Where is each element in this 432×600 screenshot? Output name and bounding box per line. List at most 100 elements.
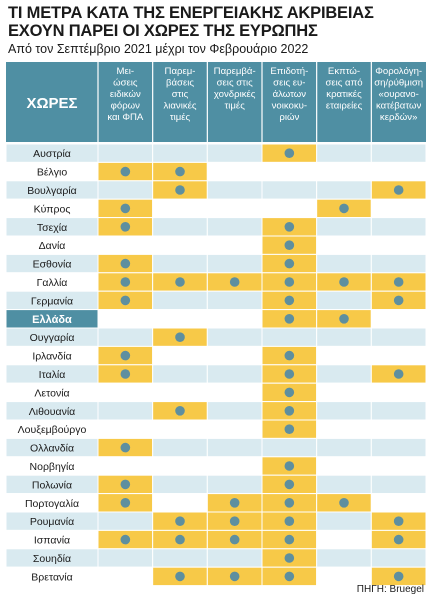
column-header-line: Εκπτώ-: [328, 66, 360, 77]
measure-cell: [97, 548, 154, 568]
measure-dot: [284, 461, 295, 471]
measure-dot: [120, 166, 131, 177]
column-header-line: βάσεις: [166, 78, 194, 89]
measure-dot: [284, 277, 295, 287]
measure-cell: [152, 419, 208, 439]
table-row: Δανία: [5, 235, 427, 255]
measure-cell: [206, 217, 263, 237]
measure-dot: [175, 516, 185, 526]
title-line-2: ΕΧΟΥΝ ΠΑΡΕΙ ΟΙ ΧΩΡΕΣ ΤΗΣ ΕΥΡΩΠΗΣ: [8, 22, 318, 40]
header-background: [6, 62, 426, 142]
measure-cell: [316, 566, 372, 587]
measure-cell: [370, 235, 427, 255]
country-label: Βουλγαρία: [27, 185, 77, 197]
table-row: Ιταλία: [5, 364, 427, 384]
column-header-line: Παρεμβά-: [214, 66, 256, 77]
measure-cell: [370, 548, 427, 568]
country-label: Τσεχία: [37, 222, 67, 234]
measure-dot: [284, 258, 295, 269]
measure-cell: [206, 161, 263, 182]
country-label: Ιταλία: [39, 369, 66, 381]
measure-cell: [97, 401, 154, 421]
column-header-line: ση/ρύθμιση: [374, 78, 423, 89]
country-label: Λουξεμβούργο: [18, 424, 87, 436]
measure-cell: [370, 198, 427, 219]
measure-dot: [393, 295, 404, 306]
measure-cell: [370, 345, 427, 366]
measure-dot: [393, 534, 404, 545]
country-label: Πορτογαλία: [25, 498, 79, 510]
measure-cell: [152, 217, 208, 237]
measure-cell: [97, 566, 154, 587]
country-label: Βέλγιο: [37, 167, 68, 179]
column-header-line: σεις από: [325, 78, 362, 89]
measure-dot: [175, 166, 185, 177]
measure-cell: [97, 327, 154, 347]
measure-dot: [393, 369, 404, 379]
measure-cell: [316, 529, 372, 550]
column-header-line: ριών: [279, 112, 299, 123]
measure-cell: [370, 217, 427, 237]
measure-dot: [284, 148, 295, 158]
measure-cell: [97, 235, 154, 255]
column-header-line: Φορολόγη-: [375, 66, 422, 77]
table-row: Πορτογαλία: [5, 493, 427, 513]
measure-cell: [370, 309, 427, 329]
column-header-line: Μει-: [117, 66, 135, 77]
column-header-line: ώσεις: [113, 78, 138, 89]
measure-dot: [339, 314, 349, 324]
measure-dot: [284, 516, 295, 526]
column-header-line: Επιδοτή-: [270, 66, 308, 77]
measure-cell: [206, 364, 263, 384]
chart-title: ΤΙ ΜΕΤΡΑ ΚΑΤΑ ΤΗΣ ΕΝΕΡΓΕΙΑΚΗΣ ΑΚΡΙΒΕΙΑΣ …: [8, 4, 428, 40]
table-row: Νορβηγία: [5, 456, 427, 476]
column-header-line: και ΦΠΑ: [107, 112, 144, 123]
column-header-line: στις: [172, 89, 189, 100]
measure-dot: [175, 185, 185, 195]
country-label: Λετονία: [34, 387, 69, 399]
column-header-line: τιμές: [224, 101, 245, 112]
table-row: Πολωνία: [5, 474, 427, 495]
measure-cell: [370, 493, 427, 513]
measure-cell: [370, 161, 427, 182]
measure-cell: [97, 180, 154, 200]
measure-dot: [120, 442, 131, 453]
table-row: Γερμανία: [5, 290, 427, 311]
measure-cell: [316, 161, 372, 182]
measure-cell: [206, 474, 263, 495]
measure-dot: [284, 553, 295, 563]
measure-cell: [206, 382, 263, 403]
measure-dot: [284, 406, 295, 416]
measure-cell: [370, 382, 427, 403]
measure-cell: [370, 253, 427, 274]
measure-cell: [316, 345, 372, 366]
table-row: Ουγγαρία: [5, 327, 427, 347]
measure-cell: [316, 548, 372, 568]
measure-cell: [152, 309, 208, 329]
measure-dot: [339, 277, 349, 287]
country-label: Βρετανία: [31, 571, 72, 583]
measure-cell: [206, 327, 263, 347]
measure-cell: [316, 382, 372, 403]
measure-cell: [152, 143, 208, 163]
measure-cell: [152, 548, 208, 568]
measure-cell: [152, 382, 208, 403]
measure-cell: [370, 419, 427, 439]
column-header-line: φόρων: [111, 101, 141, 112]
measure-cell: [316, 143, 372, 163]
measure-cell: [316, 235, 372, 255]
table-row: Ιρλανδία: [5, 345, 427, 366]
measure-dot: [284, 350, 295, 361]
measure-dot: [339, 498, 349, 508]
measure-cell: [152, 290, 208, 311]
measure-cell: [316, 511, 372, 531]
column-header-line: ειδικών: [110, 89, 141, 100]
measure-dot: [120, 277, 131, 287]
country-label: Ολλανδία: [30, 443, 74, 455]
measure-cell: [152, 456, 208, 476]
measure-cell: [370, 401, 427, 421]
measure-cell: [370, 327, 427, 347]
measure-cell: [97, 456, 154, 476]
measure-dot: [120, 295, 131, 306]
